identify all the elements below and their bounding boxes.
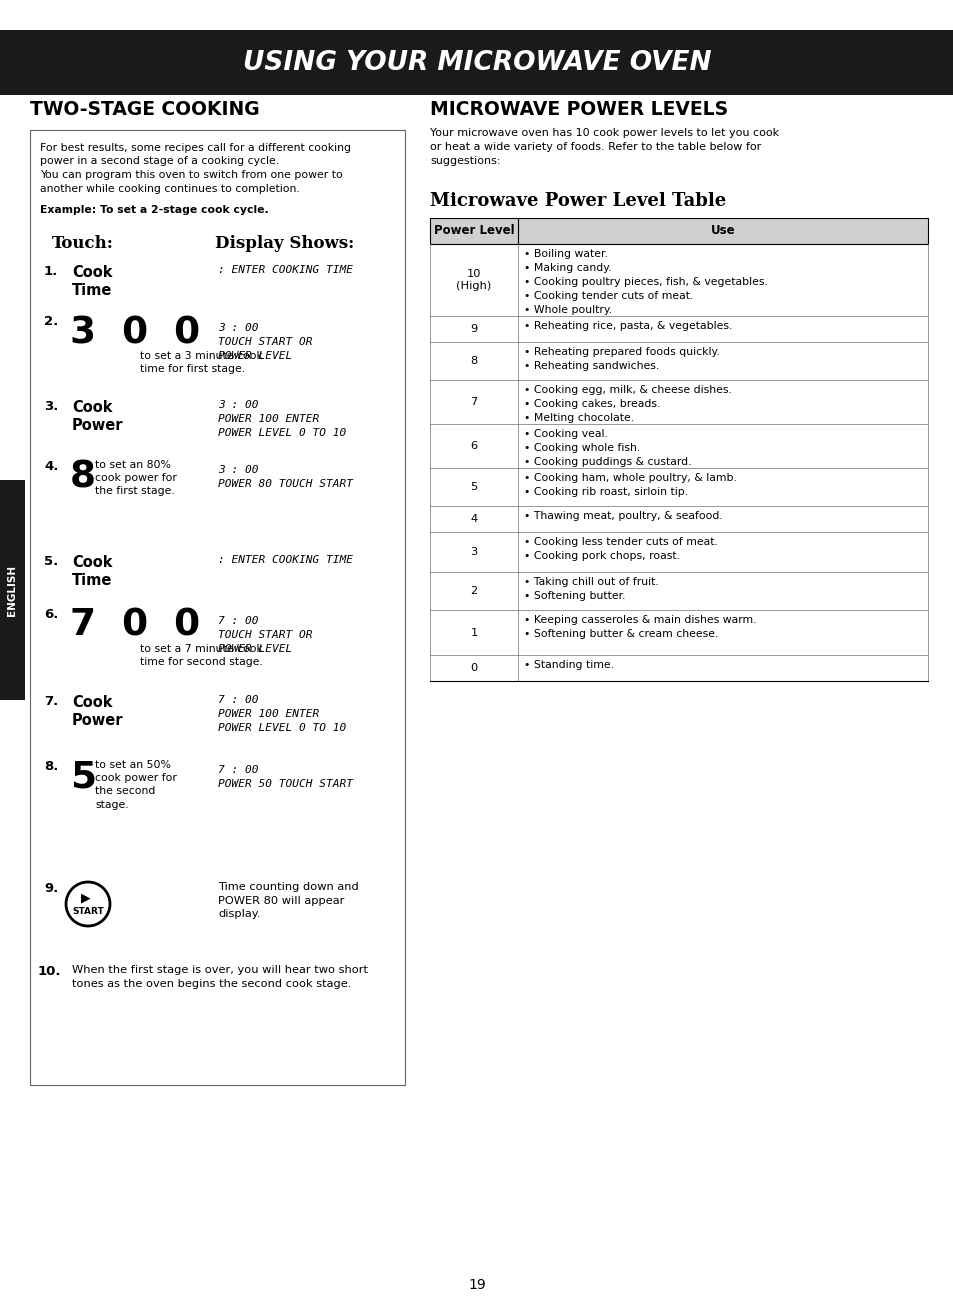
- Text: 5: 5: [470, 482, 477, 491]
- Text: 3: 3: [470, 548, 477, 557]
- Text: USING YOUR MICROWAVE OVEN: USING YOUR MICROWAVE OVEN: [242, 50, 711, 76]
- Text: ENGLISH: ENGLISH: [7, 565, 17, 616]
- Text: 10
(High): 10 (High): [456, 269, 491, 290]
- Text: 7: 7: [470, 397, 477, 406]
- Text: 3  0  0: 3 0 0: [70, 315, 200, 352]
- Text: • Cooking egg, milk, & cheese dishes.
• Cooking cakes, breads.
• Melting chocola: • Cooking egg, milk, & cheese dishes. • …: [523, 386, 731, 423]
- Text: You can program this oven to switch from one power to: You can program this oven to switch from…: [40, 170, 342, 180]
- Text: Touch:: Touch:: [52, 235, 113, 252]
- Text: Example: To set a 2-stage cook cycle.: Example: To set a 2-stage cook cycle.: [40, 205, 269, 214]
- Text: 19: 19: [468, 1278, 485, 1293]
- Text: For best results, some recipes call for a different cooking: For best results, some recipes call for …: [40, 142, 351, 153]
- Text: Cook
Power: Cook Power: [71, 695, 123, 728]
- Text: to set an 50%
cook power for
the second
stage.: to set an 50% cook power for the second …: [95, 759, 176, 809]
- Text: • Keeping casseroles & main dishes warm.
• Softening butter & cream cheese.: • Keeping casseroles & main dishes warm.…: [523, 616, 756, 639]
- Text: Your microwave oven has 10 cook power levels to let you cook
or heat a wide vari: Your microwave oven has 10 cook power le…: [430, 128, 779, 166]
- Text: 1.: 1.: [44, 265, 58, 278]
- Text: 10.: 10.: [38, 965, 61, 978]
- Text: power in a second stage of a cooking cycle.: power in a second stage of a cooking cyc…: [40, 157, 279, 166]
- Bar: [0, 30, 953, 95]
- Text: Cook
Time: Cook Time: [71, 555, 112, 588]
- Text: Cook
Time: Cook Time: [71, 265, 112, 298]
- Bar: [30, 129, 405, 1085]
- Text: : ENTER COOKING TIME: : ENTER COOKING TIME: [218, 555, 353, 565]
- Text: • Cooking veal.
• Cooking whole fish.
• Cooking puddings & custard.: • Cooking veal. • Cooking whole fish. • …: [523, 429, 691, 467]
- Text: 2: 2: [470, 586, 477, 596]
- Bar: [430, 218, 927, 244]
- Text: Time counting down and
POWER 80 will appear
display.: Time counting down and POWER 80 will app…: [218, 882, 358, 919]
- Text: 7 : 00
POWER 100 ENTER
POWER LEVEL 0 TO 10: 7 : 00 POWER 100 ENTER POWER LEVEL 0 TO …: [218, 695, 346, 733]
- Text: START: START: [72, 907, 104, 915]
- Text: • Reheating prepared foods quickly.
• Reheating sandwiches.: • Reheating prepared foods quickly. • Re…: [523, 346, 719, 371]
- Text: Power Level: Power Level: [434, 225, 514, 238]
- Text: 0: 0: [470, 663, 477, 673]
- Text: 3.: 3.: [44, 400, 58, 413]
- Text: 7  0  0: 7 0 0: [70, 608, 200, 644]
- Text: Use: Use: [710, 225, 735, 238]
- Text: 7 : 00
POWER 50 TOUCH START: 7 : 00 POWER 50 TOUCH START: [218, 765, 353, 789]
- Text: 2.: 2.: [44, 315, 58, 328]
- Text: When the first stage is over, you will hear two short
tones as the oven begins t: When the first stage is over, you will h…: [71, 965, 368, 988]
- Text: : ENTER COOKING TIME: : ENTER COOKING TIME: [218, 265, 353, 274]
- Text: 3 : 00
POWER 100 ENTER
POWER LEVEL 0 TO 10: 3 : 00 POWER 100 ENTER POWER LEVEL 0 TO …: [218, 400, 346, 438]
- Text: • Taking chill out of fruit.
• Softening butter.: • Taking chill out of fruit. • Softening…: [523, 576, 659, 601]
- Text: • Cooking ham, whole poultry, & lamb.
• Cooking rib roast, sirloin tip.: • Cooking ham, whole poultry, & lamb. • …: [523, 473, 736, 497]
- Text: 8: 8: [470, 356, 477, 366]
- Text: Microwave Power Level Table: Microwave Power Level Table: [430, 192, 725, 210]
- Text: to set an 80%
cook power for
the first stage.: to set an 80% cook power for the first s…: [95, 460, 176, 497]
- Text: another while cooking continues to completion.: another while cooking continues to compl…: [40, 183, 299, 193]
- Text: 1: 1: [470, 627, 477, 638]
- Text: 3 : 00
TOUCH START OR
POWER LEVEL: 3 : 00 TOUCH START OR POWER LEVEL: [218, 323, 313, 361]
- Text: 8.: 8.: [44, 759, 58, 772]
- Text: 5.: 5.: [44, 555, 58, 569]
- Text: to set a 7 minute cook
time for second stage.: to set a 7 minute cook time for second s…: [140, 644, 263, 667]
- Text: • Standing time.: • Standing time.: [523, 660, 614, 670]
- Text: ▶: ▶: [81, 891, 91, 904]
- Text: 8: 8: [70, 460, 96, 495]
- Text: • Cooking less tender cuts of meat.
• Cooking pork chops, roast.: • Cooking less tender cuts of meat. • Co…: [523, 537, 717, 561]
- Text: • Reheating rice, pasta, & vegetables.: • Reheating rice, pasta, & vegetables.: [523, 322, 732, 331]
- Text: 6: 6: [470, 440, 477, 451]
- Bar: [0, 480, 25, 701]
- Text: • Thawing meat, poultry, & seafood.: • Thawing meat, poultry, & seafood.: [523, 511, 722, 521]
- Text: • Boiling water.
• Making candy.
• Cooking poultry pieces, fish, & vegetables.
•: • Boiling water. • Making candy. • Cooki…: [523, 250, 767, 315]
- Text: to set a 3 minute cook
time for first stage.: to set a 3 minute cook time for first st…: [140, 352, 263, 374]
- Text: TWO-STAGE COOKING: TWO-STAGE COOKING: [30, 101, 259, 119]
- Text: 4: 4: [470, 514, 477, 524]
- Text: Display Shows:: Display Shows:: [214, 235, 354, 252]
- Text: 9: 9: [470, 324, 477, 335]
- Text: MICROWAVE POWER LEVELS: MICROWAVE POWER LEVELS: [430, 101, 727, 119]
- Text: 7 : 00
TOUCH START OR
POWER LEVEL: 7 : 00 TOUCH START OR POWER LEVEL: [218, 616, 313, 654]
- Text: Cook
Power: Cook Power: [71, 400, 123, 433]
- Text: 5: 5: [70, 759, 96, 796]
- Text: 7.: 7.: [44, 695, 58, 708]
- Text: 3 : 00
POWER 80 TOUCH START: 3 : 00 POWER 80 TOUCH START: [218, 465, 353, 489]
- Text: 6.: 6.: [44, 608, 58, 621]
- Text: 9.: 9.: [44, 882, 58, 895]
- Text: 4.: 4.: [44, 460, 58, 473]
